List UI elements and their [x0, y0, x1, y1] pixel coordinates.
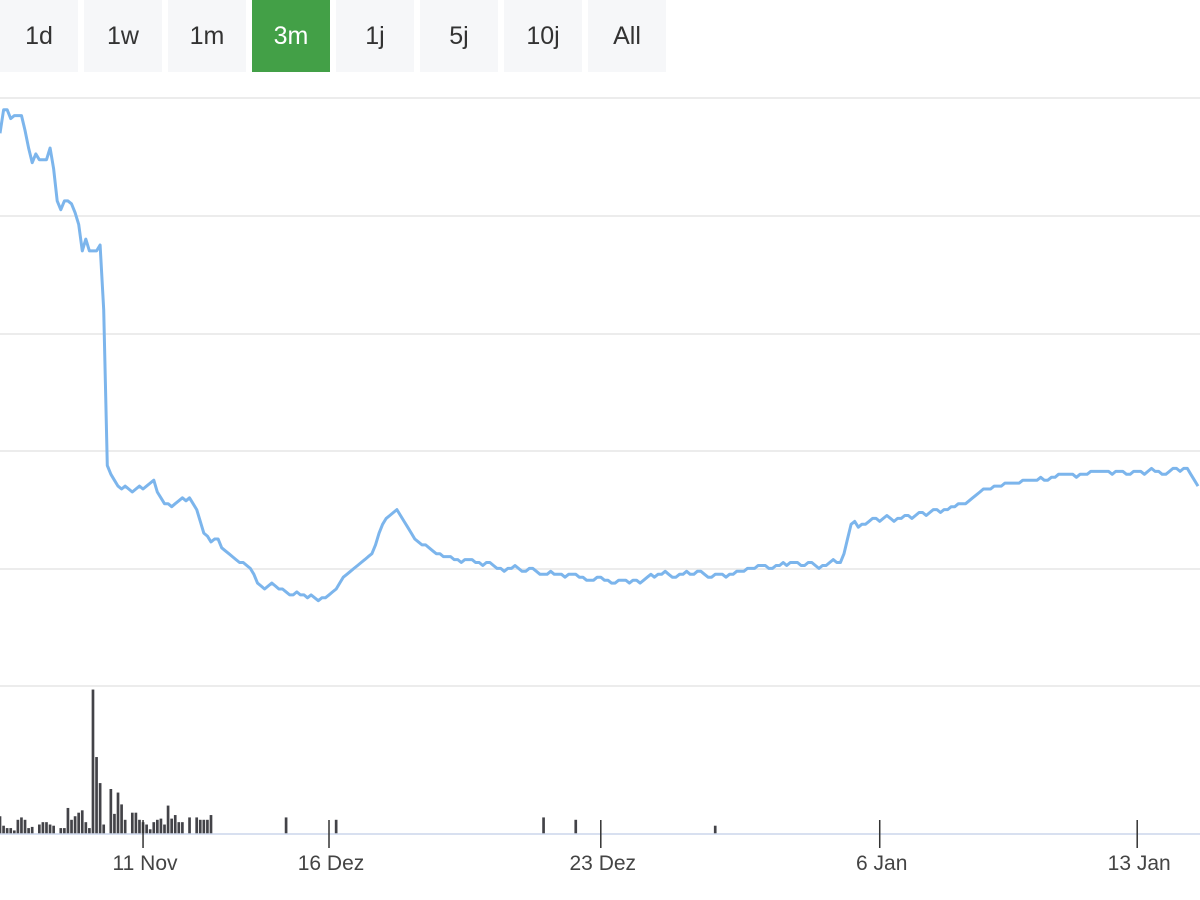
range-1m-button[interactable]: 1m	[168, 0, 246, 72]
volume-bar	[59, 828, 63, 834]
volume-bar	[84, 822, 88, 834]
range-1w-button[interactable]: 1w	[84, 0, 162, 72]
volume-bar	[574, 819, 578, 834]
volume-bar	[9, 828, 13, 834]
volume-bar	[95, 757, 98, 834]
volume-bar	[156, 819, 159, 834]
x-tick-label: 6 Jan	[856, 852, 907, 875]
volume-bar	[88, 828, 91, 834]
volume-bar	[12, 830, 16, 834]
price-series-line	[0, 108, 1200, 603]
volume-bar	[130, 812, 134, 834]
volume-bar	[23, 819, 27, 834]
range-3m-button[interactable]: 3m	[252, 0, 330, 72]
range-all-button[interactable]: All	[588, 0, 666, 72]
volume-bar	[195, 817, 199, 834]
volume-bar	[20, 817, 23, 834]
volume-bar	[542, 817, 545, 834]
volume-bar	[16, 819, 20, 834]
range-1j-button[interactable]: 1j	[336, 0, 414, 72]
volume-bar	[170, 818, 173, 834]
volume-bar	[109, 789, 113, 834]
volume-bar	[120, 804, 123, 834]
volume-bar	[334, 819, 338, 834]
volume-bar	[48, 824, 52, 834]
volume-bar	[73, 816, 77, 834]
volume-bar	[30, 826, 34, 834]
range-1d-button[interactable]: 1d	[0, 0, 78, 72]
volume-bar	[145, 824, 148, 834]
volume-bar	[37, 824, 41, 834]
volume-bar	[206, 819, 209, 834]
volume-bar	[198, 819, 202, 834]
volume-bar	[41, 822, 45, 834]
volume-bar	[102, 824, 106, 834]
x-tick-label: 11 Nov	[113, 852, 178, 875]
volume-bar	[134, 812, 138, 834]
volume-bar	[284, 817, 288, 834]
volume-bar	[91, 689, 95, 834]
volume-bar	[45, 822, 48, 834]
volume-bar	[27, 828, 30, 834]
volume-bar	[52, 825, 55, 834]
volume-bar	[159, 818, 163, 834]
volume-bar	[63, 828, 66, 834]
volume-bar	[98, 783, 102, 834]
range-5j-button[interactable]: 5j	[420, 0, 498, 72]
volume-bar	[2, 825, 5, 834]
volume-bar	[66, 807, 70, 834]
volume-bar	[177, 822, 181, 834]
price-chart: 11 Nov 16 Dez 23 Dez 6 Jan 13 Jan	[0, 97, 1200, 875]
volume-bar	[202, 819, 206, 834]
range-10j-button[interactable]: 10j	[504, 0, 582, 72]
x-tick-label: 13 Jan	[1108, 852, 1171, 875]
volume-bar	[77, 812, 81, 834]
volume-bar	[152, 822, 156, 834]
volume-bar	[0, 816, 2, 834]
volume-bar	[166, 805, 170, 834]
volume-bar	[148, 829, 152, 834]
volume-bar	[181, 822, 184, 834]
volume-bar	[123, 819, 127, 834]
volume-bar	[188, 817, 191, 834]
volume-bar	[173, 815, 177, 834]
volume-bar	[163, 824, 166, 834]
volume-bar	[138, 819, 141, 834]
volume-bar	[80, 810, 84, 834]
volume-bar	[113, 813, 116, 834]
volume-bar	[209, 815, 213, 834]
volume-bar	[713, 825, 717, 834]
volume-bar	[116, 792, 120, 834]
volume-bar	[70, 819, 73, 834]
range-selector: 1d 1w 1m 3m 1j 5j 10j All	[0, 0, 666, 72]
volume-bar	[5, 828, 9, 834]
x-tick-label: 16 Dez	[298, 852, 365, 875]
x-tick-label: 23 Dez	[570, 852, 637, 875]
